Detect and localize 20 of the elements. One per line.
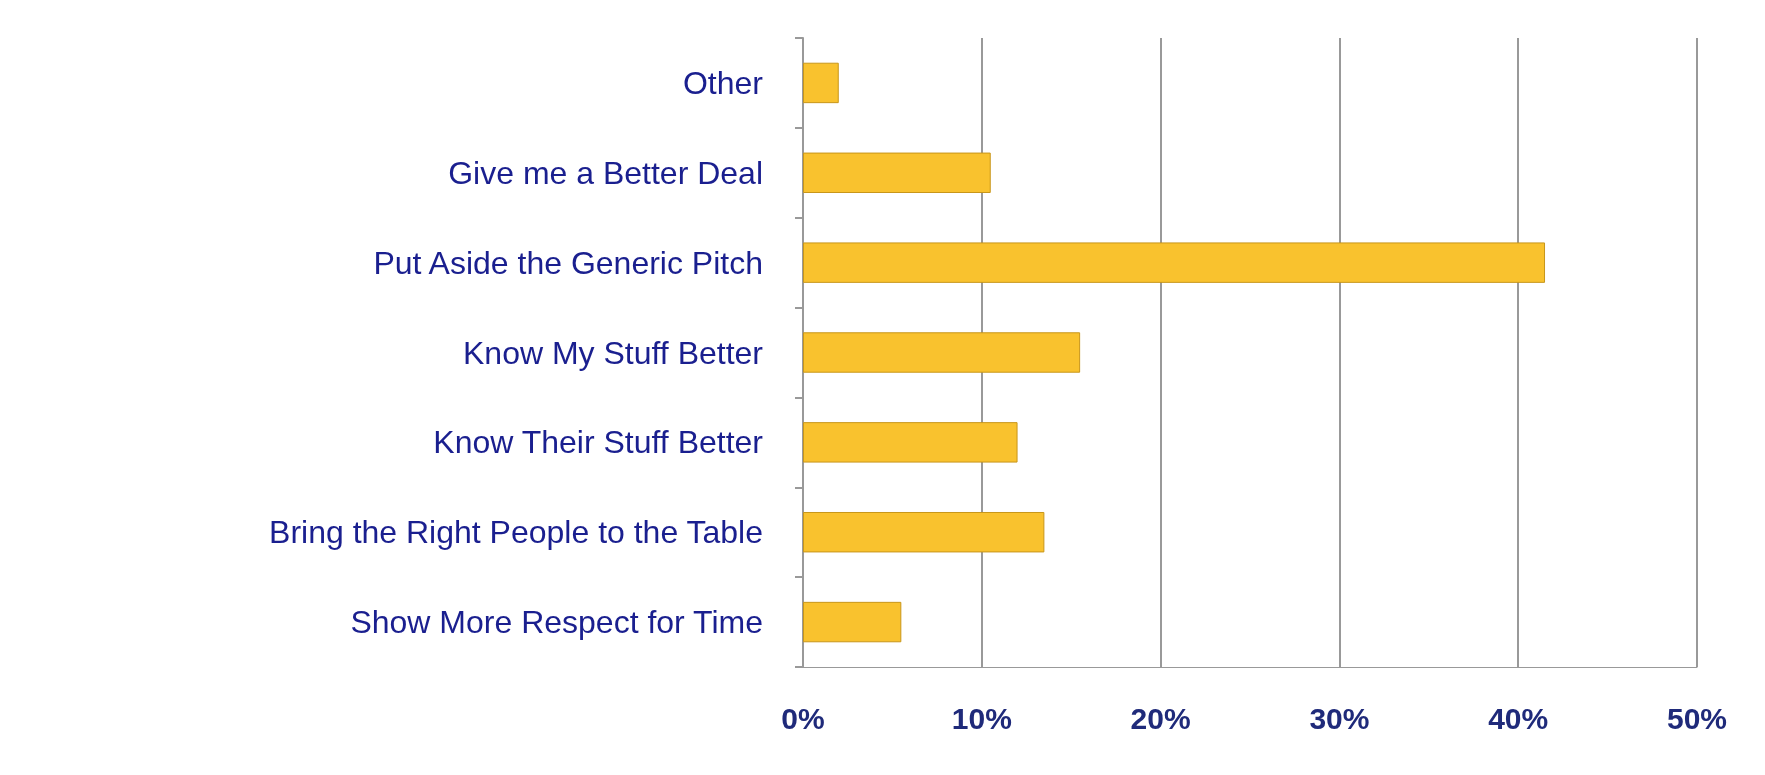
y-tick-label: Bring the Right People to the Table [269,514,763,551]
bar [803,332,1081,373]
y-tick-label: Know Their Stuff Better [433,424,764,461]
x-tick-label: 10% [951,701,1012,735]
bar [803,242,1546,283]
bar [803,512,1045,553]
bar [803,422,1018,463]
x-tick-label: 0% [781,701,825,735]
x-tick-label: 50% [1666,701,1728,735]
x-tick-label: 40% [1488,701,1549,735]
bar [803,601,902,643]
y-tick-label: Other [682,64,764,101]
y-tick-label: Know My Stuff Better [463,334,764,371]
y-tick-label: Put Aside the Generic Pitch [373,244,763,281]
x-tick-label: 30% [1309,701,1370,735]
y-tick-label: Show More Respect for Time [350,604,763,641]
y-tick-label: Give me a Better Deal [448,154,763,191]
bar [803,62,839,104]
x-tick-label: 20% [1130,701,1191,735]
bar [803,152,991,193]
